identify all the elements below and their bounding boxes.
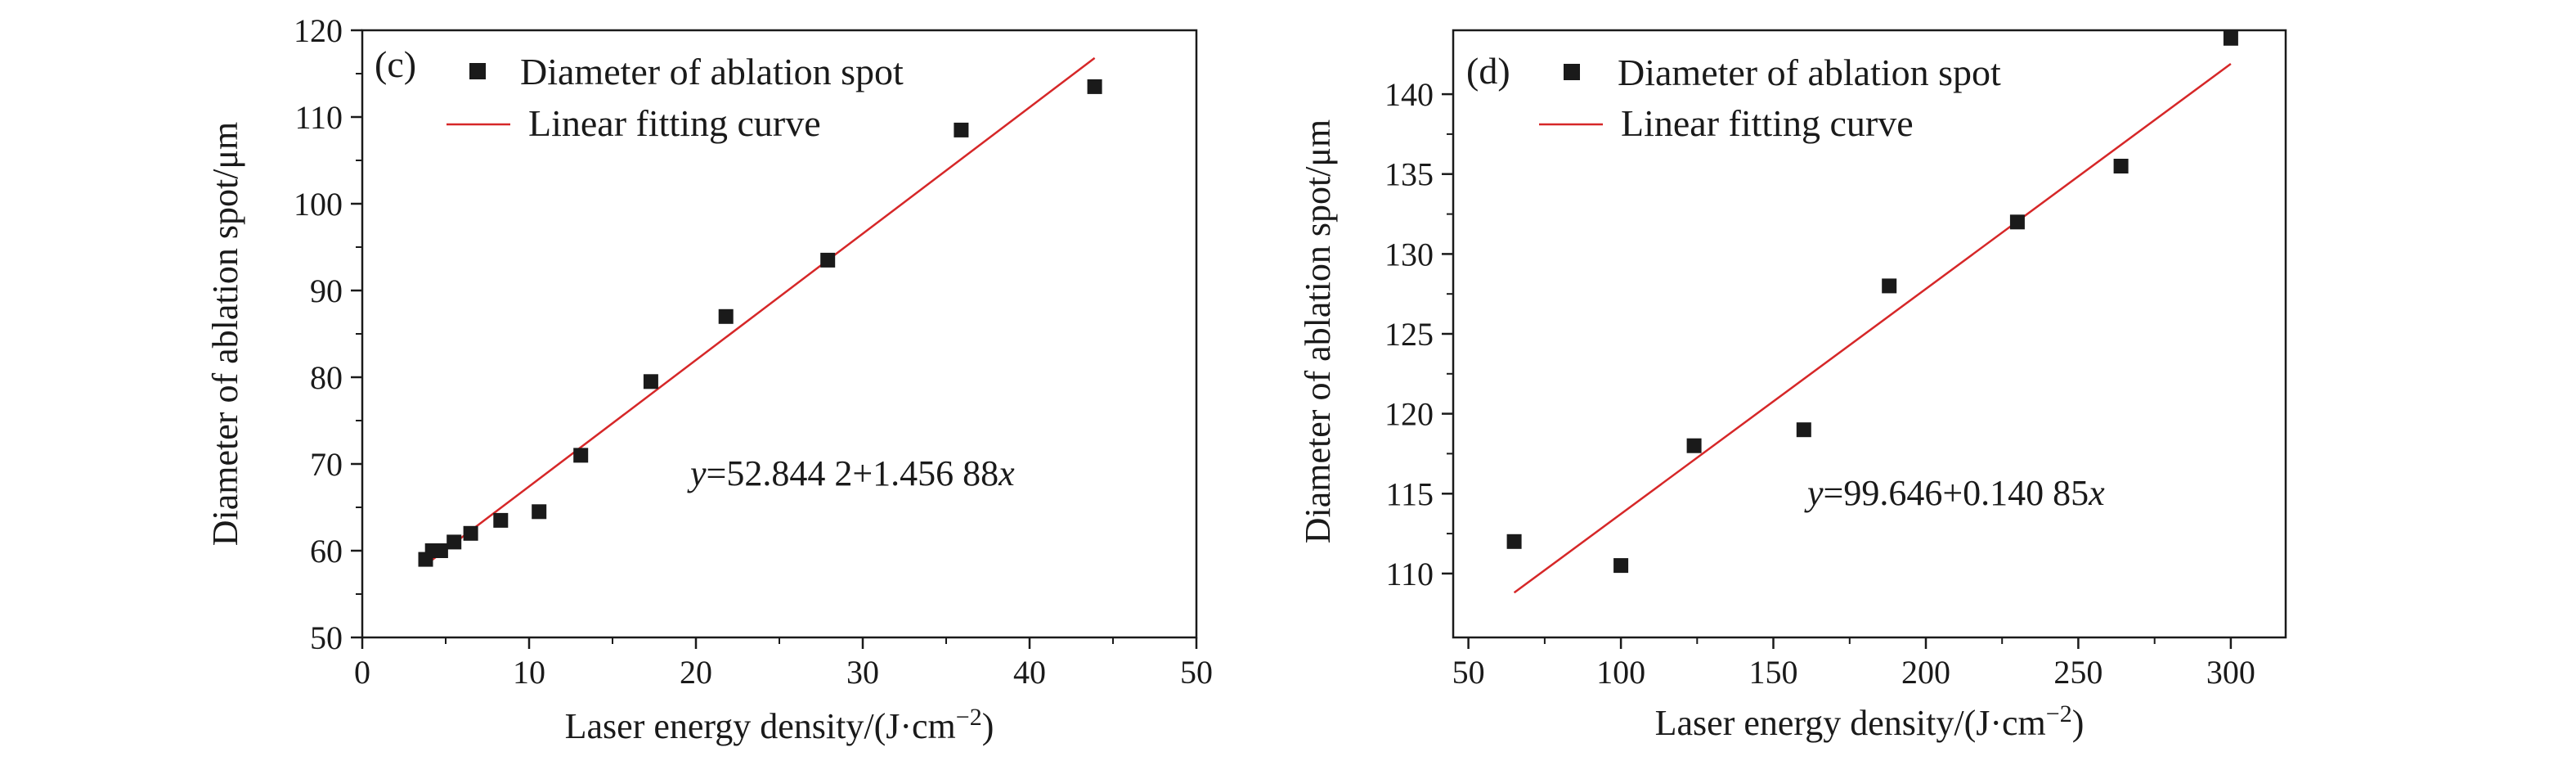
panel-c-y-tick-label: 50 (310, 619, 343, 656)
panel-d-data-point (1882, 278, 1897, 294)
panel-d-data-point (1613, 558, 1629, 574)
panel-d-fit-equation: y=99.646+0.140 85x (1804, 473, 2105, 513)
panel-c-data-point (573, 448, 589, 463)
panel-c-x-tick-label: 10 (513, 654, 545, 691)
chart-panel-d: 50 100 150 200 250 300 110 115 120 125 130 135 140 (… (1298, 29, 2287, 743)
panel-c-data-point (820, 252, 836, 268)
panel-c-legend: Diameter of ablation spot Linear fitting… (447, 51, 904, 144)
panel-d-x-tick-label: 300 (2206, 654, 2255, 691)
panel-d-y-tick-label: 115 (1385, 475, 1434, 512)
panel-d-y-tick-label: 130 (1384, 236, 1434, 272)
panel-c-x-axis-title: Laser energy density/(J·cm−2) (565, 704, 994, 746)
panel-c-y-axis-title: Diameter of ablation spot/μm (205, 122, 245, 546)
panel-c-data-point (954, 122, 969, 137)
panel-c-data-point (447, 534, 462, 550)
panel-c-fit-equation: y=52.844 2+1.456 88x (687, 453, 1015, 493)
panel-d-y-tick-label: 120 (1384, 396, 1434, 433)
panel-d-fit-line (1513, 62, 2232, 594)
panel-d-data-point (2009, 214, 2025, 230)
panel-c-y-tick-label: 80 (310, 359, 343, 396)
panel-d-data-point (1686, 438, 1702, 453)
panel-d-legend-line-label: Linear fitting curve (1621, 102, 1914, 144)
panel-c-fit-line (424, 56, 1096, 566)
panel-d-plot-marks (1506, 30, 2238, 594)
panel-c-x-tick-label: 0 (354, 654, 370, 691)
panel-d-data-point (2113, 159, 2129, 173)
panel-d-x-axis-title: Laser energy density/(J·cm−2) (1655, 700, 2085, 743)
panel-c-legend-markers-label: Diameter of ablation spot (520, 51, 904, 92)
panel-d-label: (d) (1466, 50, 1510, 92)
panel-c-data-point (463, 525, 478, 541)
panel-d-x-tick-label: 100 (1596, 654, 1645, 691)
panel-c-data-point (532, 504, 547, 520)
panel-d-legend: Diameter of ablation spot Linear fitting… (1539, 52, 2001, 144)
panel-c-y-tick-label: 110 (294, 99, 343, 136)
panel-d-data-point (2223, 30, 2238, 46)
panel-d-y-tick-label: 135 (1384, 156, 1434, 193)
panel-c-x-tick-label: 50 (1180, 654, 1213, 691)
panel-d-x-tick-label: 50 (1452, 654, 1485, 691)
panel-c-x-tick-label: 20 (680, 654, 712, 691)
panel-c-x-tick-label: 30 (846, 654, 879, 691)
panel-c-y-tick-label: 100 (294, 186, 343, 223)
panel-c-label: (c) (375, 43, 416, 85)
panel-c-data-point (493, 512, 509, 528)
panel-c-y-tick-label: 60 (310, 533, 343, 570)
panel-c-data-point (433, 543, 448, 558)
panel-d-x-tick-label: 200 (1901, 654, 1950, 691)
panel-c-legend-line-label: Linear fitting curve (528, 102, 821, 144)
panel-c-ticks: 0 10 20 30 40 50 50 60 70 80 90 100 110 120 (294, 12, 1213, 691)
panel-c-plot-marks (418, 56, 1102, 567)
panel-d-x-tick-label: 150 (1749, 654, 1798, 691)
panel-c-data-point (1087, 79, 1102, 94)
panel-d-data-point (1796, 422, 1811, 438)
panel-d-y-tick-label: 140 (1384, 76, 1434, 113)
panel-d-ticks: 50 100 150 200 250 300 110 115 120 125 130 135 140 (1384, 76, 2255, 691)
panel-d-x-tick-label: 250 (2053, 654, 2103, 691)
panel-d-y-tick-label: 110 (1385, 556, 1434, 592)
panel-c-data-point (718, 308, 734, 324)
panel-c-y-tick-label: 120 (294, 12, 343, 49)
panel-c-data-point (643, 374, 658, 390)
panel-c-y-tick-label: 90 (310, 272, 343, 309)
panel-d-data-point (1506, 534, 1522, 549)
panel-d-legend-markers-label: Diameter of ablation spot (1618, 52, 2001, 93)
panel-c-x-tick-label: 40 (1013, 654, 1046, 691)
panel-d-y-axis-title: Diameter of ablation spot/μm (1298, 119, 1338, 543)
panel-d-y-tick-label: 125 (1384, 316, 1434, 353)
panel-c-legend-marker-symbol (469, 63, 486, 79)
chart-panel-c: 0 10 20 30 40 50 50 60 70 80 90 100 110 120 (c) Diame… (205, 12, 1213, 746)
panel-d-legend-marker-symbol (1564, 64, 1580, 80)
panel-c-y-tick-label: 70 (310, 446, 343, 483)
